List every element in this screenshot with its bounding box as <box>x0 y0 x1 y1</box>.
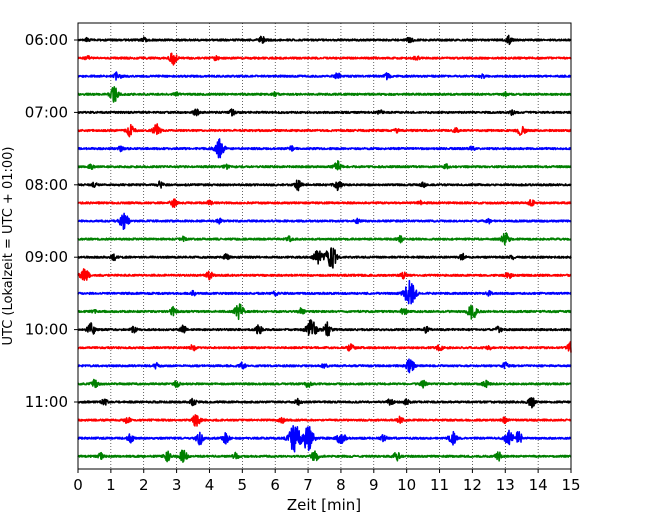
trace-row-0 <box>77 34 572 46</box>
trace-row-9 <box>77 198 572 209</box>
x-tick-label-13: 13 <box>496 476 515 494</box>
trace-row-15 <box>77 303 572 321</box>
trace-row-18 <box>77 358 572 374</box>
trace-row-3 <box>77 85 572 103</box>
x-axis-ticks: 0 1 2 3 4 5 6 7 8 9 10 11 12 13 14 15 <box>73 469 581 494</box>
trace-row-6 <box>77 138 572 159</box>
x-tick-label-8: 8 <box>336 476 346 494</box>
x-tick-label-9: 9 <box>369 476 379 494</box>
trace-row-7 <box>77 160 572 171</box>
trace-row-17 <box>77 341 572 353</box>
trace-row-16 <box>77 319 572 337</box>
x-tick-label-6: 6 <box>270 476 280 494</box>
x-tick-label-15: 15 <box>561 476 580 494</box>
trace-row-4 <box>77 108 572 117</box>
trace-row-12 <box>77 247 572 269</box>
x-tick-label-7: 7 <box>303 476 313 494</box>
x-tick-label-2: 2 <box>139 476 149 494</box>
x-tick-label-10: 10 <box>397 476 416 494</box>
x-tick-label-11: 11 <box>430 476 449 494</box>
x-tick-label-12: 12 <box>463 476 482 494</box>
trace-row-2 <box>77 71 572 81</box>
trace-row-23 <box>77 449 572 463</box>
x-tick-label-1: 1 <box>106 476 116 494</box>
trace-row-10 <box>77 212 572 231</box>
y-tick-label-3: 09:00 <box>25 248 68 266</box>
y-tick-label-5: 11:00 <box>25 393 68 411</box>
trace-row-14 <box>77 279 572 305</box>
vertical-grid <box>110 23 539 469</box>
trace-row-20 <box>77 397 572 409</box>
trace-row-22 <box>77 425 572 453</box>
x-tick-label-4: 4 <box>205 476 215 494</box>
x-tick-label-14: 14 <box>529 476 548 494</box>
trace-row-19 <box>77 378 572 389</box>
seismogram-traces <box>77 34 572 463</box>
y-axis-ticks: 06:00 07:00 08:00 09:00 10:00 11:00 <box>25 31 78 411</box>
y-tick-label-0: 06:00 <box>25 31 68 49</box>
y-tick-label-4: 10:00 <box>25 321 68 339</box>
x-tick-label-0: 0 <box>73 476 83 494</box>
y-tick-label-2: 08:00 <box>25 176 68 194</box>
trace-row-13 <box>77 268 572 281</box>
trace-row-21 <box>77 414 572 427</box>
trace-row-11 <box>77 232 572 246</box>
x-tick-label-3: 3 <box>172 476 182 494</box>
y-axis-label: UTC (Lokalzeit = UTC + 01:00) <box>1 147 16 346</box>
trace-row-5 <box>77 123 572 138</box>
x-axis-label: Zeit [min] <box>287 496 361 514</box>
trace-row-8 <box>77 179 572 192</box>
y-tick-label-1: 07:00 <box>25 103 68 121</box>
plot-frame <box>77 22 572 470</box>
x-tick-label-5: 5 <box>238 476 248 494</box>
trace-row-1 <box>77 52 572 66</box>
